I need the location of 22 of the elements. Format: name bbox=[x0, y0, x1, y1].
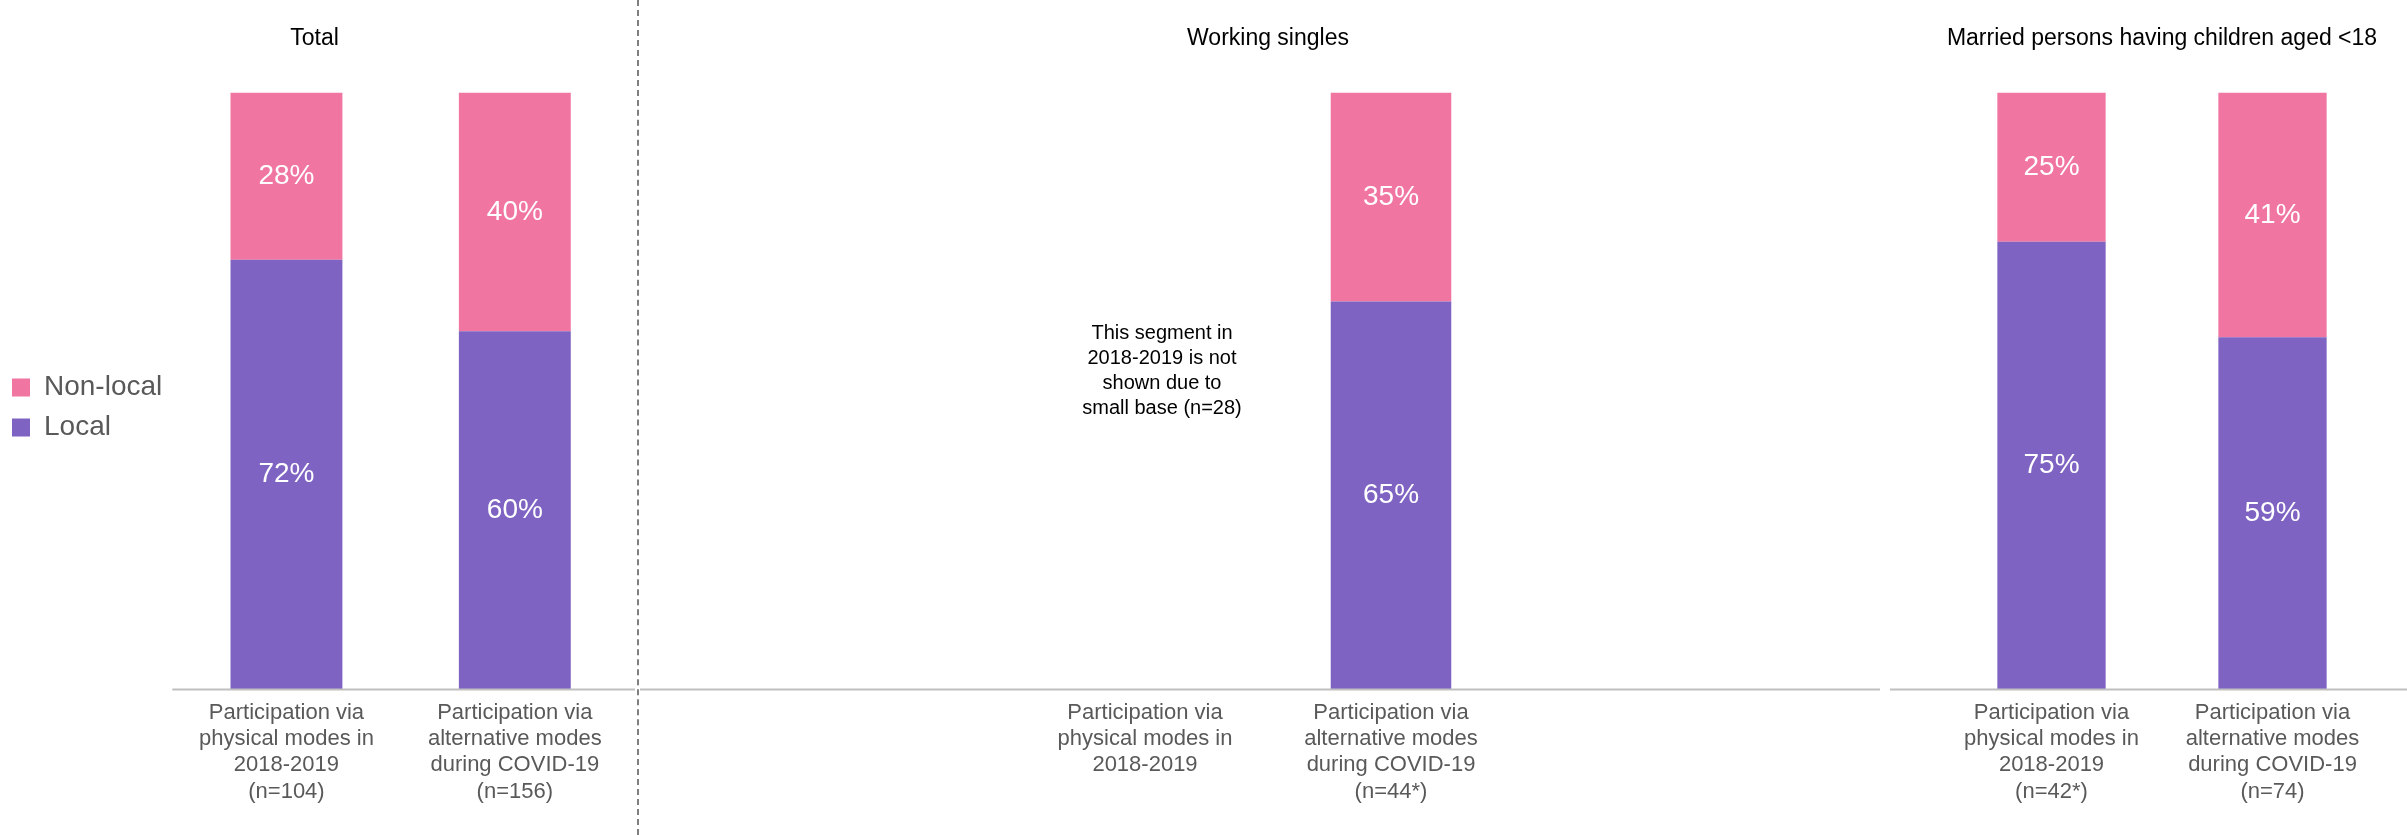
data-label: 28% bbox=[258, 158, 315, 190]
annotation: This segment in 2018-2019 is not shown due to small base (n=28) bbox=[1082, 321, 1242, 419]
data-label: 60% bbox=[486, 493, 543, 525]
chart-title: Married persons having children aged <18 bbox=[1946, 24, 2378, 51]
legend-label: Non-local bbox=[44, 370, 163, 402]
x-tick-label: Participation via alternative modes during COVID-19 (n=44*) bbox=[1304, 698, 1478, 803]
legend-label: Local bbox=[44, 410, 111, 442]
data-label: 65% bbox=[1362, 478, 1420, 510]
data-label: 75% bbox=[2023, 448, 2080, 480]
x-tick-label: Participation via alternative modes during COVID-19 (n=156) bbox=[427, 698, 602, 803]
data-label: 35% bbox=[1362, 179, 1420, 211]
x-tick-label: Participation via physical modes in 2018-2019 bbox=[1057, 698, 1233, 777]
x-tick-label: Participation via alternative modes during COVID-19 (n=74) bbox=[2185, 698, 2360, 803]
x-tick-label: Participation via physical modes in 2018-2019 (n=104) bbox=[199, 698, 374, 803]
data-label: 41% bbox=[2244, 197, 2301, 229]
data-label: 72% bbox=[258, 457, 315, 489]
chart-title: Total bbox=[290, 24, 339, 51]
x-tick-label: Participation via physical modes in 2018-2019 (n=42*) bbox=[1964, 698, 2139, 803]
data-label: 25% bbox=[2023, 149, 2080, 181]
data-label: 40% bbox=[486, 194, 543, 226]
data-label: 59% bbox=[2244, 496, 2301, 528]
chart-title: Working singles bbox=[1187, 24, 1349, 51]
